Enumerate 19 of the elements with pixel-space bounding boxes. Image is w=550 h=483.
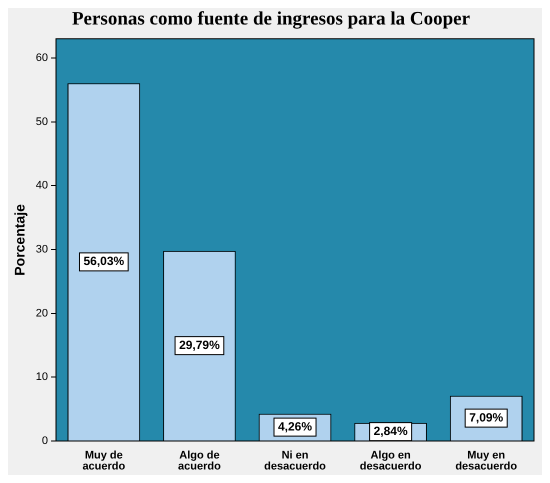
data-label: 56,03% xyxy=(83,254,125,268)
x-tick-label: Algo en desacuerdo xyxy=(360,450,422,473)
y-tick-label: 50 xyxy=(36,116,48,128)
y-tick-label: 20 xyxy=(36,307,48,320)
x-tick-label: Algo de acuerdo xyxy=(178,450,222,473)
data-label: 4,26% xyxy=(278,419,312,434)
x-tick-label: Muy de acuerdo xyxy=(82,450,126,473)
y-tick-label: 40 xyxy=(36,180,48,192)
y-tick-label: 60 xyxy=(36,52,48,64)
y-tick-label: 10 xyxy=(36,371,48,384)
data-label: 29,79% xyxy=(179,338,220,352)
y-tick-label: 0 xyxy=(42,435,48,448)
x-tick-label: Ni en desacuerdo xyxy=(264,450,326,473)
y-axis-title: Porcentaje xyxy=(11,204,28,276)
data-label: 7,09% xyxy=(469,410,504,424)
chart-title: Personas como fuente de ingresos para la Cooper xyxy=(72,8,471,30)
y-tick-label: 30 xyxy=(36,244,48,256)
x-tick-label: Muy en desacuerdo xyxy=(455,450,518,473)
data-label: 2,84% xyxy=(374,424,408,438)
